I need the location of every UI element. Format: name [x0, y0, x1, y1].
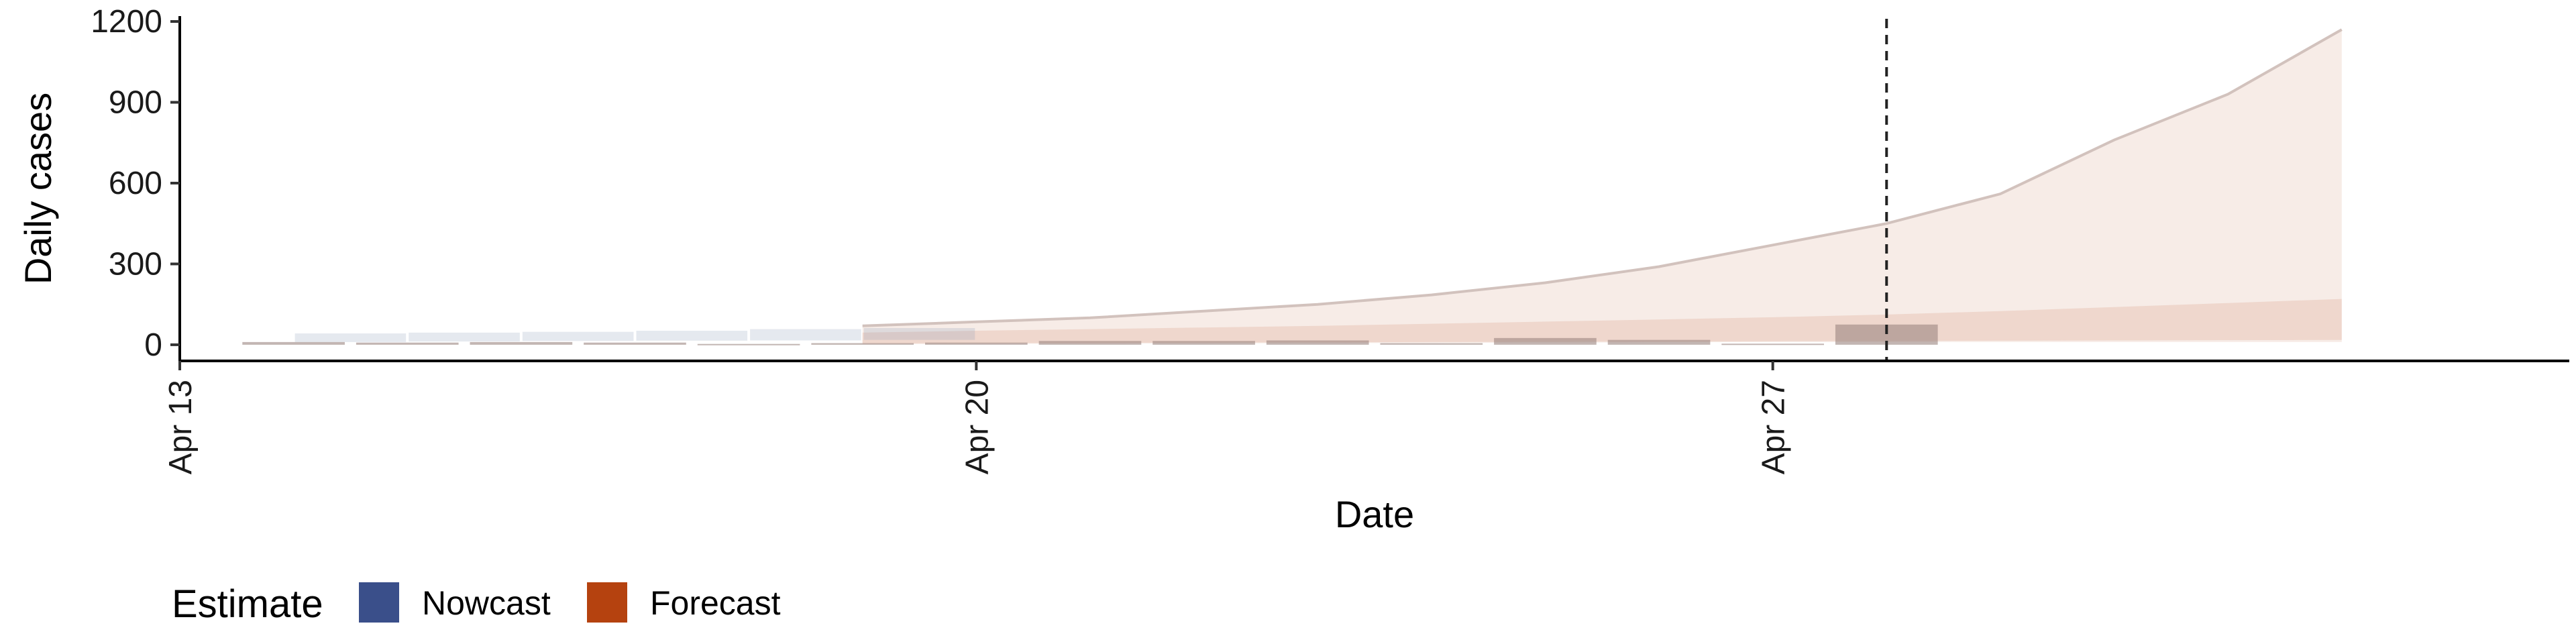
observed-bar-12 [1607, 339, 1711, 345]
forecast-band-outer [862, 30, 2342, 345]
observed-bar-6 [925, 342, 1028, 345]
x-axis-title: Date [1335, 493, 1414, 535]
x-tick-label-0: Apr 13 [163, 380, 199, 474]
y-tick-label-1: 300 [109, 246, 162, 282]
observed-bar-3 [584, 342, 686, 345]
nowcast-band-2 [522, 331, 634, 341]
y-tick-label-0: 0 [144, 327, 162, 363]
observed-bar-5 [811, 343, 914, 345]
nowcast-band-0 [294, 333, 407, 342]
forecast-band-inner [862, 299, 2342, 343]
plot-area [242, 19, 2343, 361]
legend: Estimate Nowcast Forecast [172, 582, 781, 626]
legend-swatch-0 [359, 582, 399, 623]
observed-bar-7 [1038, 341, 1142, 345]
observed-bar-2 [470, 341, 573, 345]
y-axis-ticks: 0 300 600 900 1200 [91, 4, 180, 363]
legend-swatch-1 [587, 582, 627, 623]
legend-entries: Nowcast Forecast [359, 582, 781, 623]
nowcast-band-4 [750, 329, 861, 341]
observed-bar-9 [1266, 340, 1369, 345]
nowcast-band-1 [409, 332, 520, 342]
legend-label-0: Nowcast [422, 584, 551, 622]
forecast-band-outer-edge [862, 28, 2343, 327]
observed-bar-1 [356, 342, 459, 345]
observed-bar-13 [1721, 343, 1824, 345]
x-tick-label-1: Apr 20 [959, 380, 995, 474]
observed-bar-0 [242, 341, 345, 345]
observed-bar-8 [1152, 341, 1255, 345]
legend-label-1: Forecast [650, 584, 781, 622]
x-axis-ticks: Apr 13 Apr 20 Apr 27 [163, 361, 1792, 474]
x-tick-label-2: Apr 27 [1756, 380, 1792, 474]
y-tick-label-4: 1200 [91, 4, 162, 40]
observed-bar-4 [697, 343, 800, 345]
y-axis-title: Daily cases [17, 93, 59, 284]
nowcast-band-5 [863, 328, 975, 340]
observed-bar-11 [1494, 337, 1597, 345]
observed-bar-10 [1380, 343, 1483, 345]
legend-title: Estimate [172, 582, 323, 626]
y-tick-label-2: 600 [109, 166, 162, 201]
y-tick-label-3: 900 [109, 85, 162, 121]
nowcast-band-3 [636, 331, 748, 341]
axes: 0 300 600 900 1200 Apr 13 Apr 20 Apr 27 Date D… [17, 4, 2569, 535]
